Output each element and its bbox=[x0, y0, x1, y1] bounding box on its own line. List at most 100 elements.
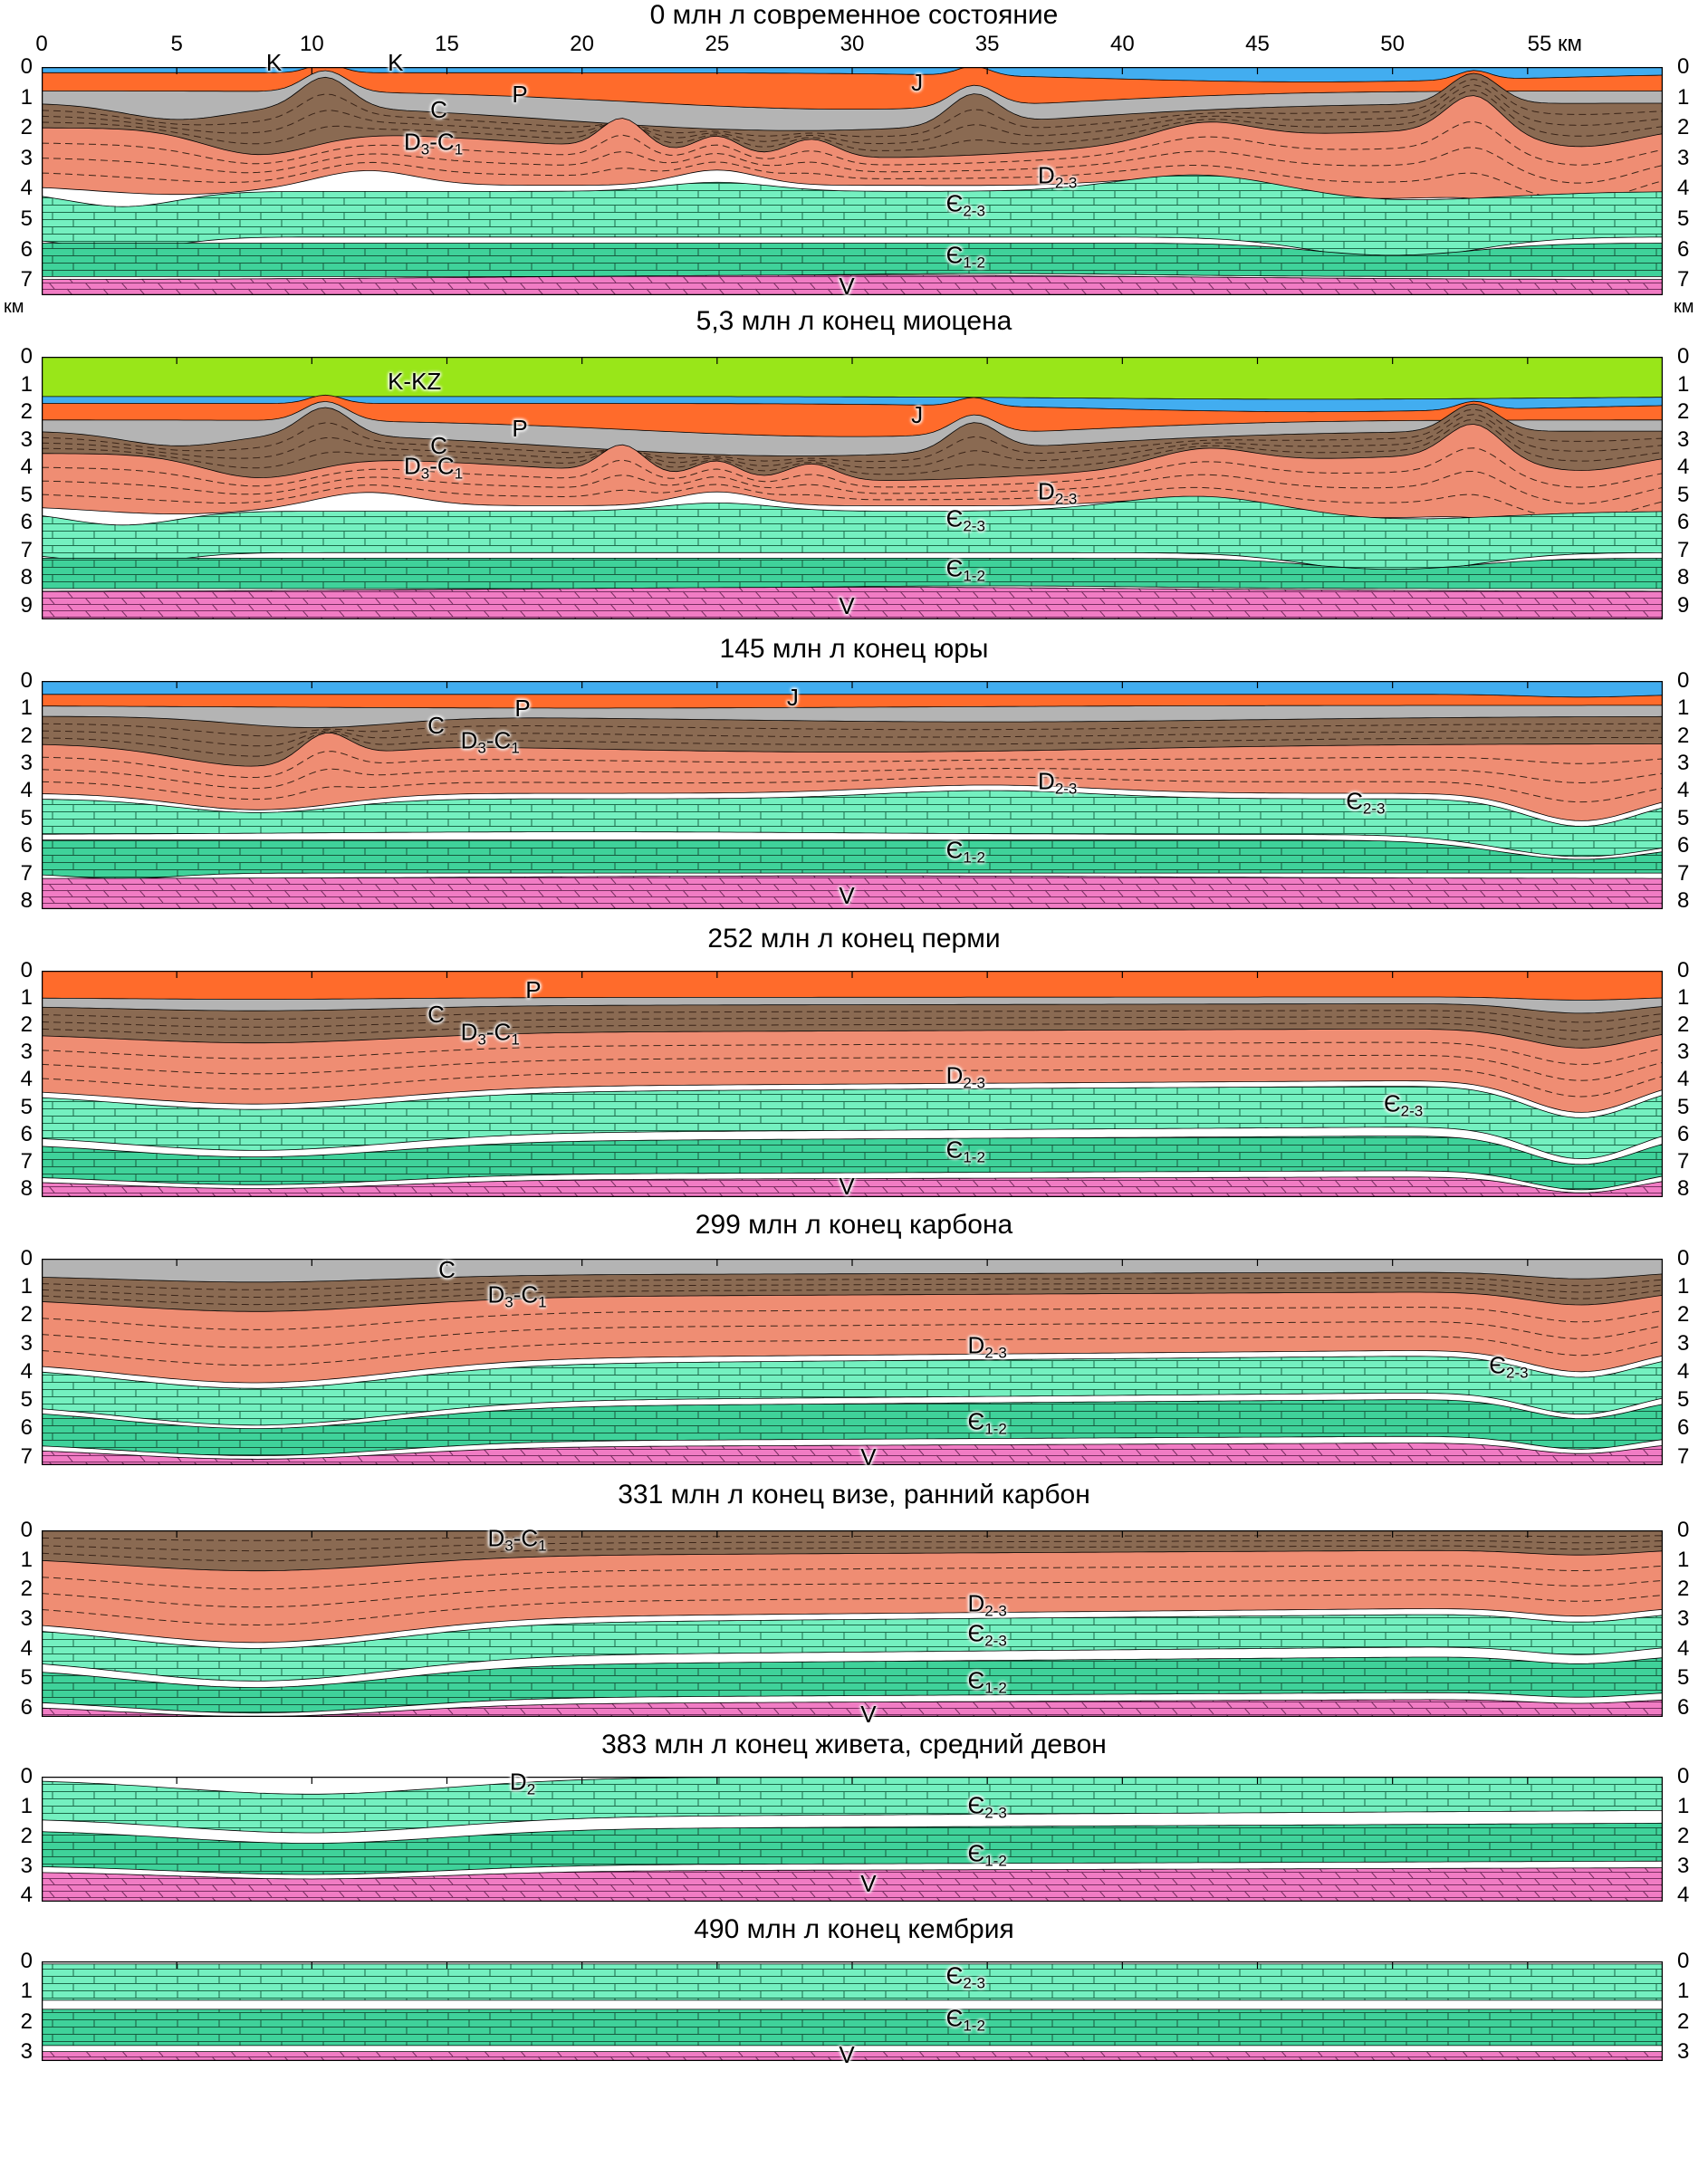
depth-tick-right: 7 bbox=[1677, 537, 1690, 562]
internal-bedding-line bbox=[42, 147, 1663, 184]
stratigraphic-unit bbox=[42, 395, 1663, 437]
stratigraphic-unit bbox=[42, 832, 1663, 860]
depth-tick-left: 6 bbox=[20, 1695, 33, 1721]
unit-label: K bbox=[265, 48, 283, 76]
cross-section-panel bbox=[42, 1961, 1663, 2061]
depth-tick-left: 6 bbox=[20, 833, 33, 858]
unit-label: V bbox=[860, 1700, 877, 1728]
stratigraphic-unit bbox=[42, 1350, 1663, 1389]
stratigraphic-unit bbox=[42, 2052, 1663, 2061]
unit-label: C bbox=[430, 96, 447, 124]
cross-section-drawing bbox=[42, 1259, 1663, 1465]
unit-label: Є1-2 bbox=[945, 1136, 985, 1166]
unit-label: C bbox=[427, 711, 445, 739]
stratigraphic-unit bbox=[42, 1436, 1663, 1460]
depth-tick-left: 7 bbox=[20, 860, 33, 886]
cross-section-drawing bbox=[42, 681, 1663, 909]
depth-tick-left: 2 bbox=[20, 1823, 33, 1848]
internal-bedding-line bbox=[42, 768, 1663, 790]
stratigraphic-unit bbox=[42, 716, 1663, 767]
internal-bedding-line bbox=[42, 90, 1663, 151]
depth-tick-right: 4 bbox=[1677, 778, 1690, 803]
depth-tick-right: 5 bbox=[1677, 805, 1690, 830]
stratigraphic-unit bbox=[42, 840, 1663, 879]
unit-label: D3-C1 bbox=[487, 1524, 547, 1555]
unit-label: D2-3 bbox=[967, 1589, 1007, 1620]
panel-title: 490 млн л конец кембрия bbox=[694, 1914, 1014, 1944]
unit-label: V bbox=[860, 1870, 877, 1898]
depth-tick-left: 1 bbox=[20, 84, 33, 110]
stratigraphic-unit bbox=[42, 733, 1663, 821]
depth-tick-left: 3 bbox=[20, 1330, 33, 1356]
depth-tick-left: 0 bbox=[20, 1246, 33, 1270]
depth-tick-right: 0 bbox=[1677, 1246, 1690, 1270]
depth-tick-right: 8 bbox=[1677, 887, 1690, 913]
depth-tick-left: 0 bbox=[20, 1949, 33, 1973]
depth-tick-left: 4 bbox=[20, 1067, 33, 1092]
unit-label: Є2-3 bbox=[945, 189, 985, 220]
depth-tick-right: 2 bbox=[1677, 2008, 1690, 2034]
unit-label: J bbox=[786, 684, 799, 712]
unit-label: Є2-3 bbox=[1346, 787, 1386, 818]
cross-section-panel bbox=[42, 971, 1663, 1197]
unit-label: Є2-3 bbox=[967, 1791, 1007, 1822]
stratigraphic-unit bbox=[42, 1868, 1663, 1902]
unit-label: V bbox=[839, 272, 855, 300]
depth-tick-right: 3 bbox=[1677, 1606, 1690, 1632]
unit-label: V bbox=[839, 1172, 855, 1200]
km-tick-label: 55 км bbox=[1527, 32, 1583, 56]
internal-bedding-line bbox=[42, 78, 1663, 138]
internal-bedding-line bbox=[42, 84, 1663, 145]
stratigraphic-unit bbox=[42, 1081, 1663, 1118]
depth-tick-left: 5 bbox=[20, 206, 33, 231]
depth-tick-left: 2 bbox=[20, 115, 33, 140]
unit-label: D3-C1 bbox=[460, 726, 520, 757]
internal-bedding-line bbox=[42, 470, 1663, 504]
unit-label: K bbox=[388, 48, 404, 76]
unit-label: J bbox=[911, 401, 924, 429]
unit-label: V bbox=[860, 1443, 877, 1471]
stratigraphic-unit bbox=[42, 785, 1663, 827]
depth-tick-left: 7 bbox=[20, 1443, 33, 1469]
depth-tick-right: 3 bbox=[1677, 751, 1690, 776]
depth-tick-left: 2 bbox=[20, 399, 33, 425]
panel-title: 0 млн л современное состояние bbox=[649, 0, 1059, 30]
depth-tick-left: 6 bbox=[20, 1121, 33, 1146]
depth-tick-left: 6 bbox=[20, 236, 33, 262]
depth-tick-left: 2 bbox=[20, 1302, 33, 1328]
depth-tick-left: 9 bbox=[20, 592, 33, 618]
unit-label: D2-3 bbox=[1038, 477, 1078, 508]
stratigraphic-unit bbox=[42, 1136, 1663, 1191]
cross-section-panel bbox=[42, 1777, 1663, 1902]
internal-bedding-line bbox=[42, 120, 1663, 166]
depth-tick-left: 1 bbox=[20, 1274, 33, 1299]
stratigraphic-unit bbox=[42, 1357, 1663, 1426]
unit-label: Є1-2 bbox=[945, 241, 985, 272]
depth-tick-right: 7 bbox=[1677, 860, 1690, 886]
depth-tick-left: 4 bbox=[20, 455, 33, 480]
unit-label: P bbox=[512, 415, 528, 443]
depth-tick-left: 3 bbox=[20, 427, 33, 452]
internal-bedding-line bbox=[42, 776, 1663, 803]
depth-tick-right: 7 bbox=[1677, 1148, 1690, 1174]
depth-tick-left: 3 bbox=[20, 751, 33, 776]
stratigraphic-unit bbox=[42, 558, 1663, 590]
depth-tick-right: 0 bbox=[1677, 1518, 1690, 1542]
unit-label: D3-C1 bbox=[404, 128, 464, 158]
stratigraphic-unit bbox=[42, 243, 1663, 277]
unit-label: P bbox=[514, 695, 531, 723]
depth-tick-right: 3 bbox=[1677, 427, 1690, 452]
cross-section-drawing bbox=[42, 1530, 1663, 1717]
stratigraphic-unit bbox=[42, 1657, 1663, 1714]
depth-tick-right: 5 bbox=[1677, 206, 1690, 231]
cross-section-panel bbox=[42, 1259, 1663, 1465]
stratigraphic-unit bbox=[42, 2000, 1663, 2010]
depth-tick-right: 0 bbox=[1677, 344, 1690, 369]
stratigraphic-unit bbox=[42, 1171, 1663, 1194]
depth-tick-right: 5 bbox=[1677, 1387, 1690, 1413]
stratigraphic-unit bbox=[42, 2009, 1663, 2047]
stratigraphic-unit bbox=[42, 1393, 1663, 1429]
depth-tick-right: 3 bbox=[1677, 2039, 1690, 2064]
depth-tick-left: 1 bbox=[20, 1793, 33, 1818]
cross-section-panel bbox=[42, 67, 1663, 295]
